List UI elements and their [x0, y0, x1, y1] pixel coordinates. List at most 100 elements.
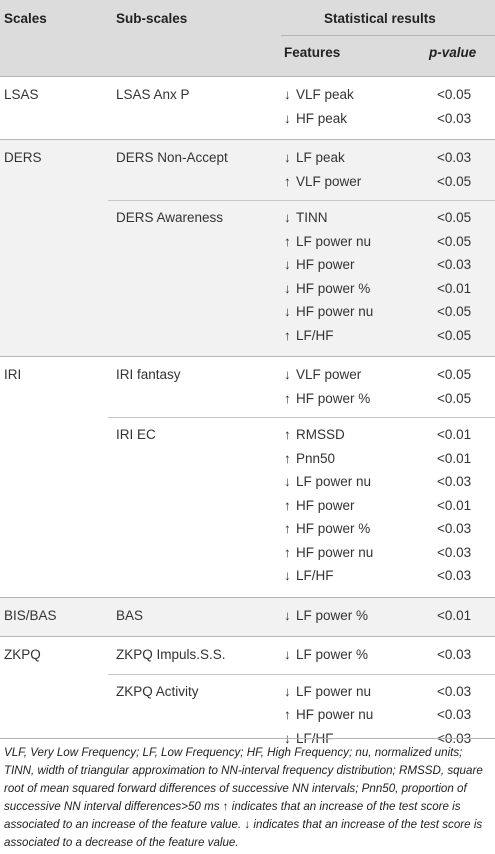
table-row: ↓ HF power <0.03 [0, 257, 495, 280]
results-table: Scales Sub-scales Statistical results Fe… [0, 0, 495, 746]
p-value-cell: <0.03 [437, 521, 472, 536]
arrow-up-icon: ↑ [284, 173, 291, 189]
feature-cell: ↓ HF power nu [284, 304, 373, 319]
subscale-name: ZKPQ Impuls.S.S. [116, 647, 226, 662]
subscale-name: LSAS Anx P [116, 87, 190, 102]
p-value-cell: <0.01 [437, 497, 472, 513]
feature-cell: ↑ Pnn50 [284, 451, 335, 466]
p-value-cell: <0.03 [437, 544, 472, 560]
header-p-value: p-value [429, 45, 477, 60]
table-row: ↑ HF power % <0.05 [0, 391, 495, 414]
feature-cell: ↑ HF power nu [284, 545, 373, 560]
table-footnote: VLF, Very Low Frequency; LF, Low Frequen… [4, 746, 483, 849]
arrow-up-icon: ↑ [284, 707, 291, 722]
feature-label: HF power % [296, 280, 371, 296]
table-row: ↑ LF/HF <0.05 [0, 328, 495, 351]
scale-group: LSAS LSAS Anx P ↓ VLF peak <0.05 ↓ HF peak <0.0… [0, 76, 495, 139]
feature-cell: ↓ LF power nu [284, 474, 371, 489]
arrow-down-icon: ↓ [284, 304, 291, 319]
arrow-down-icon: ↓ [284, 647, 291, 662]
feature-cell: ↓ TINN [284, 210, 328, 225]
arrow-up-icon: ↑ [284, 521, 291, 536]
p-value-cell: <0.05 [437, 327, 472, 343]
p-value-cell: <0.03 [437, 707, 472, 722]
table-row: ↑ HF power nu <0.03 [0, 707, 495, 730]
feature-label: Pnn50 [296, 450, 336, 466]
arrow-up-icon: ↑ [284, 450, 291, 466]
scale-group: IRI IRI fantasy ↓ VLF power <0.05 ↑ HF power %… [0, 356, 495, 597]
feature-label: LF peak [296, 150, 345, 165]
p-value-cell: <0.05 [437, 87, 472, 102]
feature-label: VLF peak [296, 87, 354, 102]
feature-cell: ↓ LF/HF [284, 568, 334, 583]
header-sub-scales: Sub-scales [116, 11, 188, 26]
p-value-cell: <0.03 [437, 683, 472, 699]
feature-label: HF power nu [296, 544, 374, 560]
table-row: ↓ LF power % <0.01 [0, 608, 495, 631]
table-row: ↓ LF peak <0.03 [0, 150, 495, 173]
table-row: ↓ LF power nu <0.03 [0, 474, 495, 497]
feature-cell: ↑ HF power % [284, 391, 370, 406]
subscale-name: ZKPQ Activity [116, 683, 199, 699]
scale-name: LSAS [4, 87, 39, 102]
p-value-cell: <0.01 [437, 450, 472, 466]
p-value-cell: <0.05 [437, 390, 472, 406]
scale-group: ZKPQ ZKPQ Impuls.S.S. ↓ LF power % <0.03 ZKPQ… [0, 636, 495, 759]
table-row: ↓ VLF power <0.05 [0, 367, 495, 390]
table-row: ↑ LF power nu <0.05 [0, 234, 495, 257]
p-value-cell: <0.01 [437, 607, 472, 623]
table-bottom-rule [0, 738, 495, 739]
feature-label: HF power [296, 257, 355, 272]
arrow-down-icon: ↓ [284, 210, 291, 225]
p-value-cell: <0.03 [437, 647, 472, 662]
feature-cell: ↓ LF power nu [284, 684, 371, 699]
arrow-down-icon: ↓ [284, 474, 291, 489]
arrow-down-icon: ↓ [284, 257, 291, 272]
header-scales: Scales [4, 11, 47, 26]
p-value-cell: <0.05 [437, 233, 472, 249]
scale-name: BIS/BAS [4, 607, 57, 623]
feature-cell: ↑ HF power nu [284, 707, 373, 722]
scale-group: DERS DERS Non-Accept ↓ LF peak <0.03 ↑ VLF pow… [0, 139, 495, 356]
subscale-divider [108, 200, 495, 201]
arrow-up-icon: ↑ [284, 544, 291, 560]
feature-cell: ↑ LF/HF [284, 328, 334, 343]
arrow-down-icon: ↓ [284, 280, 291, 296]
arrow-up-icon: ↑ [284, 427, 291, 442]
arrow-down-icon: ↓ [284, 110, 291, 126]
group-divider [0, 356, 495, 357]
feature-label: HF power [296, 497, 355, 513]
feature-label: HF power % [296, 521, 371, 536]
arrow-down-icon: ↓ [284, 607, 291, 623]
feature-label: VLF power [296, 367, 362, 382]
feature-cell: ↓ HF power % [284, 281, 370, 296]
p-value-cell: <0.05 [437, 210, 472, 225]
feature-label: LF power % [296, 647, 369, 662]
subscale-name: IRI EC [116, 427, 156, 442]
arrow-down-icon: ↓ [284, 87, 291, 102]
subscale-divider [108, 417, 495, 418]
feature-cell: ↓ VLF peak [284, 87, 354, 102]
p-value-cell: <0.03 [437, 257, 472, 272]
feature-cell: ↓ LF power % [284, 608, 368, 623]
feature-cell: ↓ LF power % [284, 647, 368, 662]
feature-cell: ↓ HF peak [284, 111, 347, 126]
p-value-cell: <0.01 [437, 427, 472, 442]
p-value-cell: <0.03 [437, 150, 472, 165]
group-divider [0, 139, 495, 140]
table-row: ↓ HF power nu <0.05 [0, 304, 495, 327]
feature-cell: ↓ VLF power [284, 367, 361, 382]
subscale-name: DERS Awareness [116, 210, 224, 225]
feature-cell: ↑ VLF power [284, 174, 361, 189]
table-row: ↑ VLF power <0.05 [0, 174, 495, 197]
table-row: ↓ LF/HF <0.03 [0, 568, 495, 591]
scale-name: IRI [4, 367, 22, 382]
p-value-cell: <0.03 [437, 568, 472, 583]
group-divider [0, 76, 495, 77]
table-row: ↓ HF power % <0.01 [0, 281, 495, 304]
feature-label: HF power nu [296, 707, 374, 722]
subscale-name: BAS [116, 607, 144, 623]
feature-cell: ↓ HF power [284, 257, 355, 272]
table-row: ↑ HF power % <0.03 [0, 521, 495, 544]
feature-label: LF power nu [296, 474, 372, 489]
